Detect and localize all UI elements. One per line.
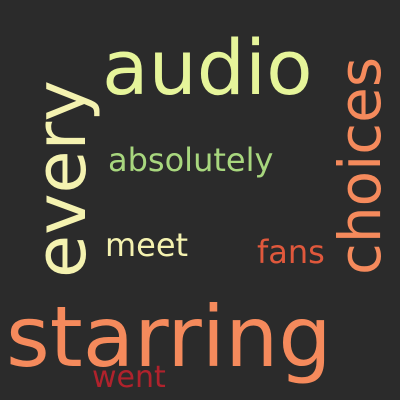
word-every: every <box>20 80 102 278</box>
word-meet: meet <box>105 226 189 264</box>
word-absolutely: absolutely <box>108 141 274 179</box>
word-went: went <box>92 360 166 395</box>
word-choices: choices <box>326 56 394 275</box>
word-audio: audio <box>102 23 313 112</box>
word-starring: starring <box>6 288 332 386</box>
word-fans: fans <box>257 233 325 271</box>
